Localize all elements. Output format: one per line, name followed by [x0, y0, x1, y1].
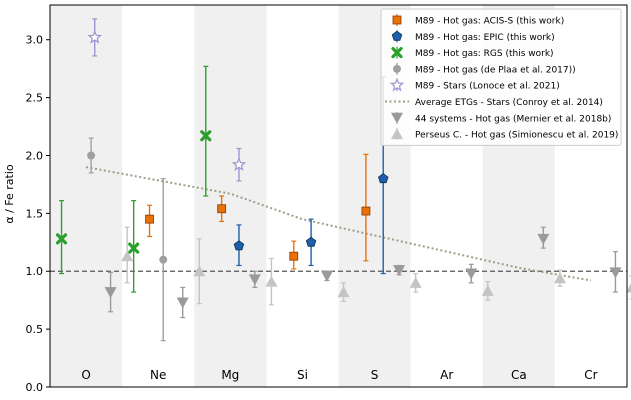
point-s7-cr: [626, 283, 631, 293]
point-s7-o: [121, 250, 134, 262]
legend-box: [380, 8, 622, 146]
y-tick-label-0.0: 0.0: [26, 381, 44, 394]
point-s1-s: [378, 173, 389, 184]
legend-label-1: M89 - Hot gas: EPIC (this work): [415, 33, 555, 43]
legend-label-3: M89 - Hot gas (de Plaa et al. 2017)): [415, 65, 576, 75]
legend-marker-7: [391, 128, 403, 140]
legend: M89 - Hot gas: ACIS-S (this work) M89 - H…: [380, 8, 622, 146]
point-s1-mg: [233, 240, 245, 251]
x-category-o: O: [81, 368, 90, 382]
point-s7-mg: [265, 275, 278, 287]
legend-label-0: M89 - Hot gas: ACIS-S (this work): [415, 17, 564, 27]
point-s0-si: [289, 251, 299, 261]
point-s3-ne: [159, 255, 168, 264]
point-s6-cr: [609, 267, 622, 279]
y-tick-label-3.0: 3.0: [26, 34, 44, 47]
y-tick-label-2.0: 2.0: [26, 149, 44, 162]
data-marks: [55, 18, 631, 342]
y-tick-label-1.0: 1.0: [26, 265, 44, 278]
point-s3-o: [87, 151, 96, 160]
legend-label-7: Perseus C. - Hot gas (Simionescu et al. …: [415, 131, 618, 141]
legend-label-5: Average ETGs - Stars (Conroy et al. 2014…: [415, 98, 603, 108]
legend-marker-6: [391, 112, 403, 124]
y-ticks: 0.0 0.5 1.0 1.5 2.0 2.5 3.0: [26, 34, 50, 394]
point-s6-ar: [465, 268, 478, 280]
y-tick-label-1.5: 1.5: [26, 207, 44, 220]
point-s6-s: [393, 265, 406, 277]
series-conroy-line: [85, 166, 592, 282]
x-category-s: S: [371, 368, 379, 382]
legend-marker-4: [389, 77, 405, 92]
plot-frame: [49, 4, 628, 388]
point-s6-si: [320, 270, 333, 282]
point-s2-ne: [128, 242, 140, 254]
legend-marker-2: [391, 47, 403, 59]
y-tick-label-2.5: 2.5: [26, 92, 44, 105]
point-s4-mg: [231, 157, 247, 171]
point-s7-ca: [553, 272, 566, 284]
legend-marker-3: [393, 64, 401, 73]
point-s0-mg: [217, 204, 227, 214]
legend-marker-0: [392, 15, 402, 25]
point-s0-ne: [145, 214, 154, 224]
point-s7-s: [409, 276, 422, 288]
conroy-line: [85, 166, 592, 282]
y-tick-label-0.5: 0.5: [26, 323, 44, 336]
legend-label-6: 44 systems - Hot gas (Mernier et al. 201…: [415, 114, 611, 124]
point-s6-ca: [537, 233, 550, 245]
legend-marker-1: [391, 30, 403, 41]
point-s2-o: [55, 233, 68, 245]
legend-label-2: M89 - Hot gas: RGS (this work): [415, 49, 554, 59]
band-o: [50, 5, 123, 387]
legend-label-4: M89 - Stars (Lonoce et al. 2021): [415, 82, 560, 92]
axes: [49, 4, 628, 388]
point-s6-mg: [248, 274, 261, 286]
point-s7-si: [337, 286, 350, 298]
x-category-si: Si: [297, 368, 308, 382]
point-s1-si: [305, 236, 317, 247]
point-s2-mg: [200, 130, 212, 142]
point-s6-o: [104, 287, 117, 299]
x-category-mg: Mg: [221, 368, 239, 382]
x-category-ne: Ne: [150, 368, 166, 382]
point-s7-ne: [193, 265, 206, 277]
x-category-ar: Ar: [440, 368, 453, 382]
x-category-ca: Ca: [511, 368, 527, 382]
x-category-cr: Cr: [584, 368, 597, 382]
point-s4-o: [87, 29, 102, 44]
y-axis-label: α / Fe ratio: [3, 164, 16, 224]
point-s7-ar: [481, 284, 494, 296]
point-s6-ne: [176, 297, 189, 309]
x-category-labels: O Ne Mg Si S Ar Ca Cr: [81, 368, 597, 382]
point-s0-s: [361, 206, 371, 216]
